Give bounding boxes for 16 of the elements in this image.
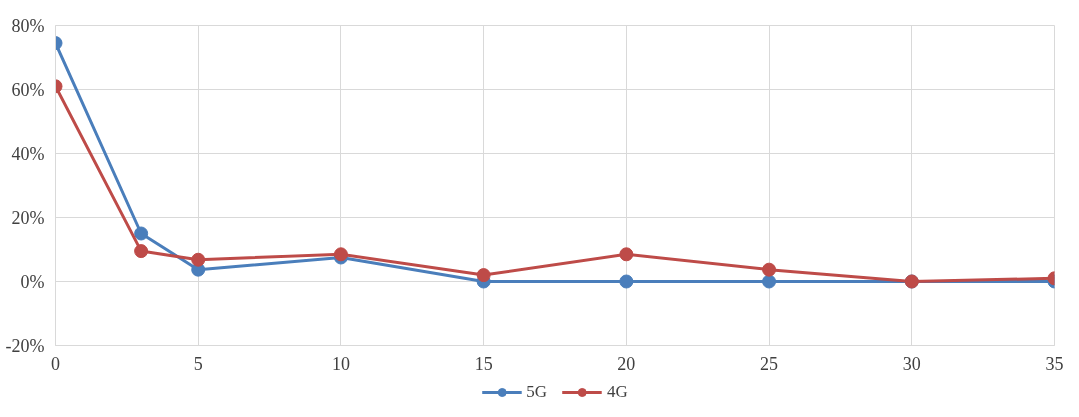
x-tick-label: 0 (51, 353, 60, 374)
x-tick-label: 5 (193, 353, 203, 374)
x-tick-label: 30 (902, 353, 921, 374)
x-tick-label: 10 (331, 353, 350, 374)
legend-label: 4G (607, 382, 628, 402)
y-tick-label: 60% (11, 79, 45, 100)
y-tick-label: 40% (11, 143, 45, 164)
y-tick-label: 0% (20, 271, 45, 292)
y-tick-label: 80% (11, 15, 45, 36)
x-tick-label: 15 (474, 353, 493, 374)
y-tick-label: 20% (11, 207, 45, 228)
x-tick-label: 20 (617, 353, 636, 374)
legend-label: 5G (526, 382, 547, 402)
y-tick-label: -20% (5, 335, 45, 356)
x-tick-label: 25 (760, 353, 779, 374)
x-tick-label: 35 (1045, 353, 1064, 374)
